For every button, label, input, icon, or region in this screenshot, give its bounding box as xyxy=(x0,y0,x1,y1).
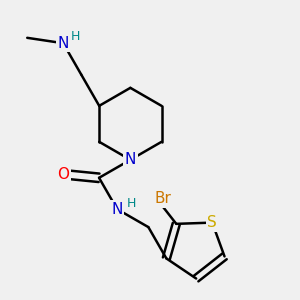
Text: H: H xyxy=(71,30,80,43)
Text: H: H xyxy=(127,197,136,210)
Text: N: N xyxy=(111,202,123,217)
Text: N: N xyxy=(58,36,69,51)
Text: S: S xyxy=(207,215,217,230)
Text: O: O xyxy=(57,167,69,182)
Text: N: N xyxy=(125,152,136,167)
Text: Br: Br xyxy=(154,191,171,206)
